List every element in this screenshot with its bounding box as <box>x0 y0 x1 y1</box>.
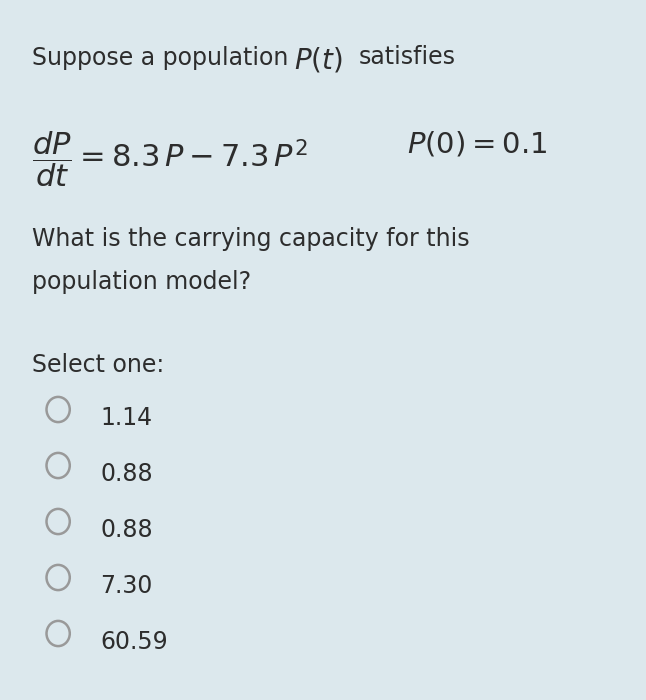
Text: $P(0) = 0.1$: $P(0) = 0.1$ <box>407 130 547 158</box>
Text: What is the carrying capacity for this: What is the carrying capacity for this <box>32 228 470 251</box>
Text: 0.88: 0.88 <box>100 518 152 542</box>
Text: Select one:: Select one: <box>32 354 165 377</box>
Text: Suppose a population: Suppose a population <box>32 46 296 69</box>
Text: $\mathit{P}(t)$: $\mathit{P}(t)$ <box>294 46 343 74</box>
Text: $\dfrac{dP}{dt} = 8.3\,P - 7.3\,P^2$: $\dfrac{dP}{dt} = 8.3\,P - 7.3\,P^2$ <box>32 130 308 189</box>
Text: population model?: population model? <box>32 270 251 293</box>
Text: 60.59: 60.59 <box>100 630 168 654</box>
Text: 7.30: 7.30 <box>100 574 152 598</box>
Text: 0.88: 0.88 <box>100 462 152 486</box>
Text: 1.14: 1.14 <box>100 406 152 430</box>
Text: satisfies: satisfies <box>359 46 455 69</box>
